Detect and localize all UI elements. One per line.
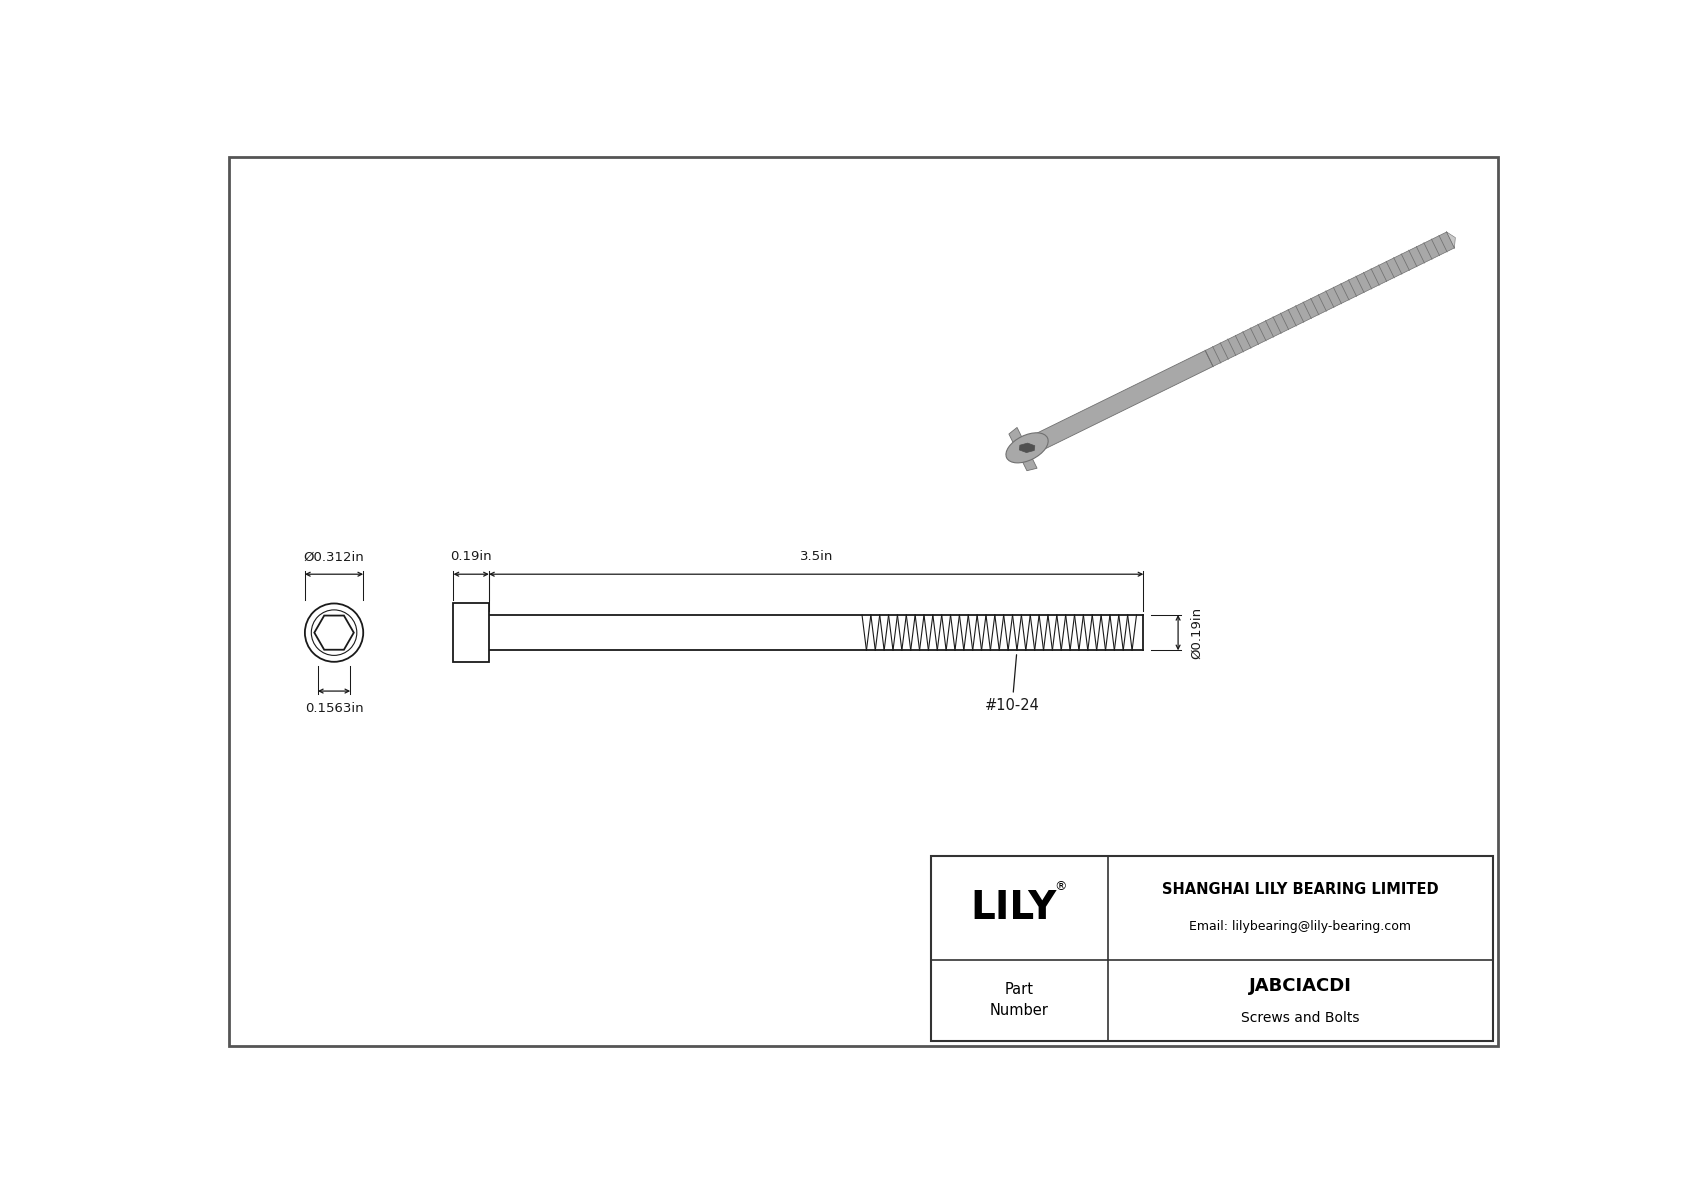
Ellipse shape (1005, 432, 1047, 463)
Text: Ø0.312in: Ø0.312in (303, 550, 364, 563)
Polygon shape (1447, 232, 1455, 248)
Polygon shape (315, 616, 354, 650)
Text: 3.5in: 3.5in (800, 550, 834, 563)
Text: Ø0.19in: Ø0.19in (1189, 606, 1202, 659)
Text: 0.1563in: 0.1563in (305, 701, 364, 715)
Text: #10-24: #10-24 (985, 655, 1039, 712)
Text: JABCIACDI: JABCIACDI (1250, 977, 1352, 994)
Text: SHANGHAI LILY BEARING LIMITED: SHANGHAI LILY BEARING LIMITED (1162, 881, 1438, 897)
Polygon shape (1024, 350, 1212, 456)
Text: ®: ® (1054, 880, 1066, 893)
Circle shape (312, 610, 357, 655)
Bar (453, 604, 488, 662)
Circle shape (305, 604, 364, 662)
Circle shape (1026, 445, 1029, 450)
Polygon shape (1009, 428, 1037, 470)
Text: Screws and Bolts: Screws and Bolts (1241, 1011, 1359, 1025)
Bar (931, 856, 1494, 1041)
Polygon shape (1019, 443, 1034, 453)
Text: Email: lilybearing@lily-bearing.com: Email: lilybearing@lily-bearing.com (1189, 921, 1411, 933)
Text: LILY: LILY (970, 888, 1056, 927)
Polygon shape (1206, 232, 1455, 367)
Text: 0.19in: 0.19in (450, 550, 492, 563)
Text: Part
Number: Part Number (990, 983, 1049, 1018)
